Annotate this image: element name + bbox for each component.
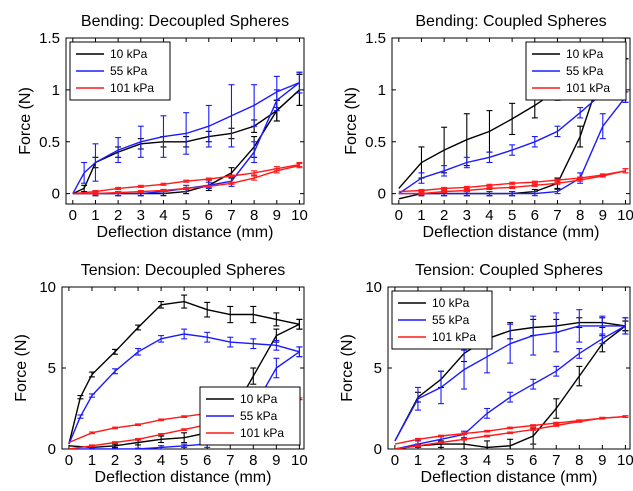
- x-tick-label: 2: [437, 452, 445, 469]
- legend: 10 kPa 55 kPa 101 kPa: [391, 290, 493, 350]
- x-tick-label: 3: [137, 207, 145, 224]
- x-tick-label: 7: [227, 207, 235, 224]
- y-tick-label: 10: [39, 279, 56, 296]
- chart-title: Bending: Decoupled Spheres: [81, 13, 289, 30]
- y-tick-label: 1.5: [365, 30, 386, 47]
- x-tick-label: 0: [65, 452, 73, 469]
- y-tick-label: 1: [52, 82, 60, 99]
- x-axis-label: Deflection distance (mm): [421, 469, 598, 486]
- legend: 10 kPa 55 kPa 101 kPa: [199, 386, 301, 446]
- y-tick-label: 0: [378, 186, 386, 203]
- x-tick-label: 5: [180, 452, 188, 469]
- legend-label: 10 kPa: [240, 392, 278, 406]
- x-tick-label: 1: [88, 452, 96, 469]
- series-line-55-kpa-load: [68, 333, 300, 445]
- x-tick-label: 10: [617, 207, 633, 224]
- x-tick-label: 5: [182, 207, 190, 224]
- x-tick-label: 4: [483, 452, 491, 469]
- x-tick-label: 2: [114, 207, 122, 224]
- legend-label: 55 kPa: [566, 64, 604, 78]
- series-line-10-kpa-load: [68, 300, 300, 445]
- x-tick-label: 0: [391, 452, 399, 469]
- series-line-55-kpa-load: [72, 81, 300, 194]
- y-axis-label: Force (N): [339, 334, 356, 402]
- series-layer: [398, 38, 629, 200]
- y-tick-label: 1.5: [39, 30, 60, 47]
- x-tick-label: 3: [134, 452, 142, 469]
- x-tick-label: 1: [417, 207, 425, 224]
- legend-label: 10 kPa: [566, 47, 604, 61]
- series-layer: [394, 309, 629, 449]
- x-tick-label: 4: [159, 207, 167, 224]
- y-tick-label: 0: [374, 441, 382, 458]
- x-tick-label: 7: [552, 452, 560, 469]
- series-layer: [72, 71, 303, 197]
- legend: 10 kPa 55 kPa 101 kPa: [69, 41, 171, 101]
- y-tick-label: 0: [52, 186, 60, 203]
- legend-label: 101 kPa: [566, 81, 610, 95]
- series-line-10-kpa-load: [72, 89, 300, 195]
- x-tick-label: 3: [460, 452, 468, 469]
- x-tick-label: 6: [203, 452, 211, 469]
- x-tick-label: 5: [506, 452, 514, 469]
- y-tick-label: 0: [48, 441, 56, 458]
- x-tick-label: 6: [531, 207, 539, 224]
- x-tick-label: 4: [157, 452, 165, 469]
- x-tick-label: 6: [529, 452, 537, 469]
- legend-label: 10 kPa: [110, 47, 148, 61]
- x-tick-label: 3: [463, 207, 471, 224]
- x-tick-label: 8: [249, 452, 257, 469]
- x-tick-label: 9: [599, 207, 607, 224]
- legend: 10 kPa 55 kPa 101 kPa: [525, 41, 627, 101]
- x-tick-label: 1: [91, 207, 99, 224]
- y-axis-label: Force (N): [343, 87, 360, 155]
- legend-label: 101 kPa: [110, 81, 154, 95]
- legend-label: 101 kPa: [240, 426, 284, 440]
- x-axis-label: Deflection distance (mm): [423, 224, 600, 241]
- y-tick-label: 5: [48, 360, 56, 377]
- x-tick-label: 4: [485, 207, 493, 224]
- y-axis-label: Force (N): [17, 87, 34, 155]
- y-tick-label: 5: [374, 360, 382, 377]
- x-tick-label: 8: [250, 207, 258, 224]
- y-tick-label: 0.5: [39, 134, 60, 151]
- legend-label: 10 kPa: [432, 296, 470, 310]
- x-tick-label: 5: [508, 207, 516, 224]
- x-tick-label: 7: [553, 207, 561, 224]
- y-tick-label: 1: [378, 82, 386, 99]
- x-tick-label: 9: [273, 207, 281, 224]
- chart-title: Bending: Coupled Spheres: [415, 13, 606, 30]
- x-tick-label: 1: [414, 452, 422, 469]
- y-tick-label: 0.5: [365, 134, 386, 151]
- x-tick-label: 0: [69, 207, 77, 224]
- x-tick-label: 10: [291, 452, 308, 469]
- y-axis-label: Force (N): [13, 334, 30, 402]
- x-tick-label: 9: [272, 452, 280, 469]
- legend-label: 55 kPa: [432, 313, 470, 327]
- x-tick-label: 10: [291, 207, 308, 224]
- legend-label: 101 kPa: [432, 330, 476, 344]
- x-tick-label: 2: [440, 207, 448, 224]
- legend-label: 55 kPa: [110, 64, 148, 78]
- x-axis-label: Deflection distance (mm): [95, 469, 272, 486]
- x-tick-label: 0: [395, 207, 403, 224]
- x-tick-label: 2: [111, 452, 119, 469]
- x-tick-label: 7: [226, 452, 234, 469]
- x-tick-label: 8: [576, 207, 584, 224]
- y-tick-label: 10: [365, 279, 382, 296]
- x-axis-label: Deflection distance (mm): [97, 224, 274, 241]
- legend-label: 55 kPa: [240, 409, 278, 423]
- x-tick-label: 8: [575, 452, 583, 469]
- chart-title: Tension: Coupled Spheres: [415, 262, 603, 279]
- chart-title: Tension: Decoupled Spheres: [81, 262, 286, 279]
- x-tick-label: 10: [617, 452, 633, 469]
- x-tick-label: 9: [598, 452, 606, 469]
- x-tick-label: 6: [205, 207, 213, 224]
